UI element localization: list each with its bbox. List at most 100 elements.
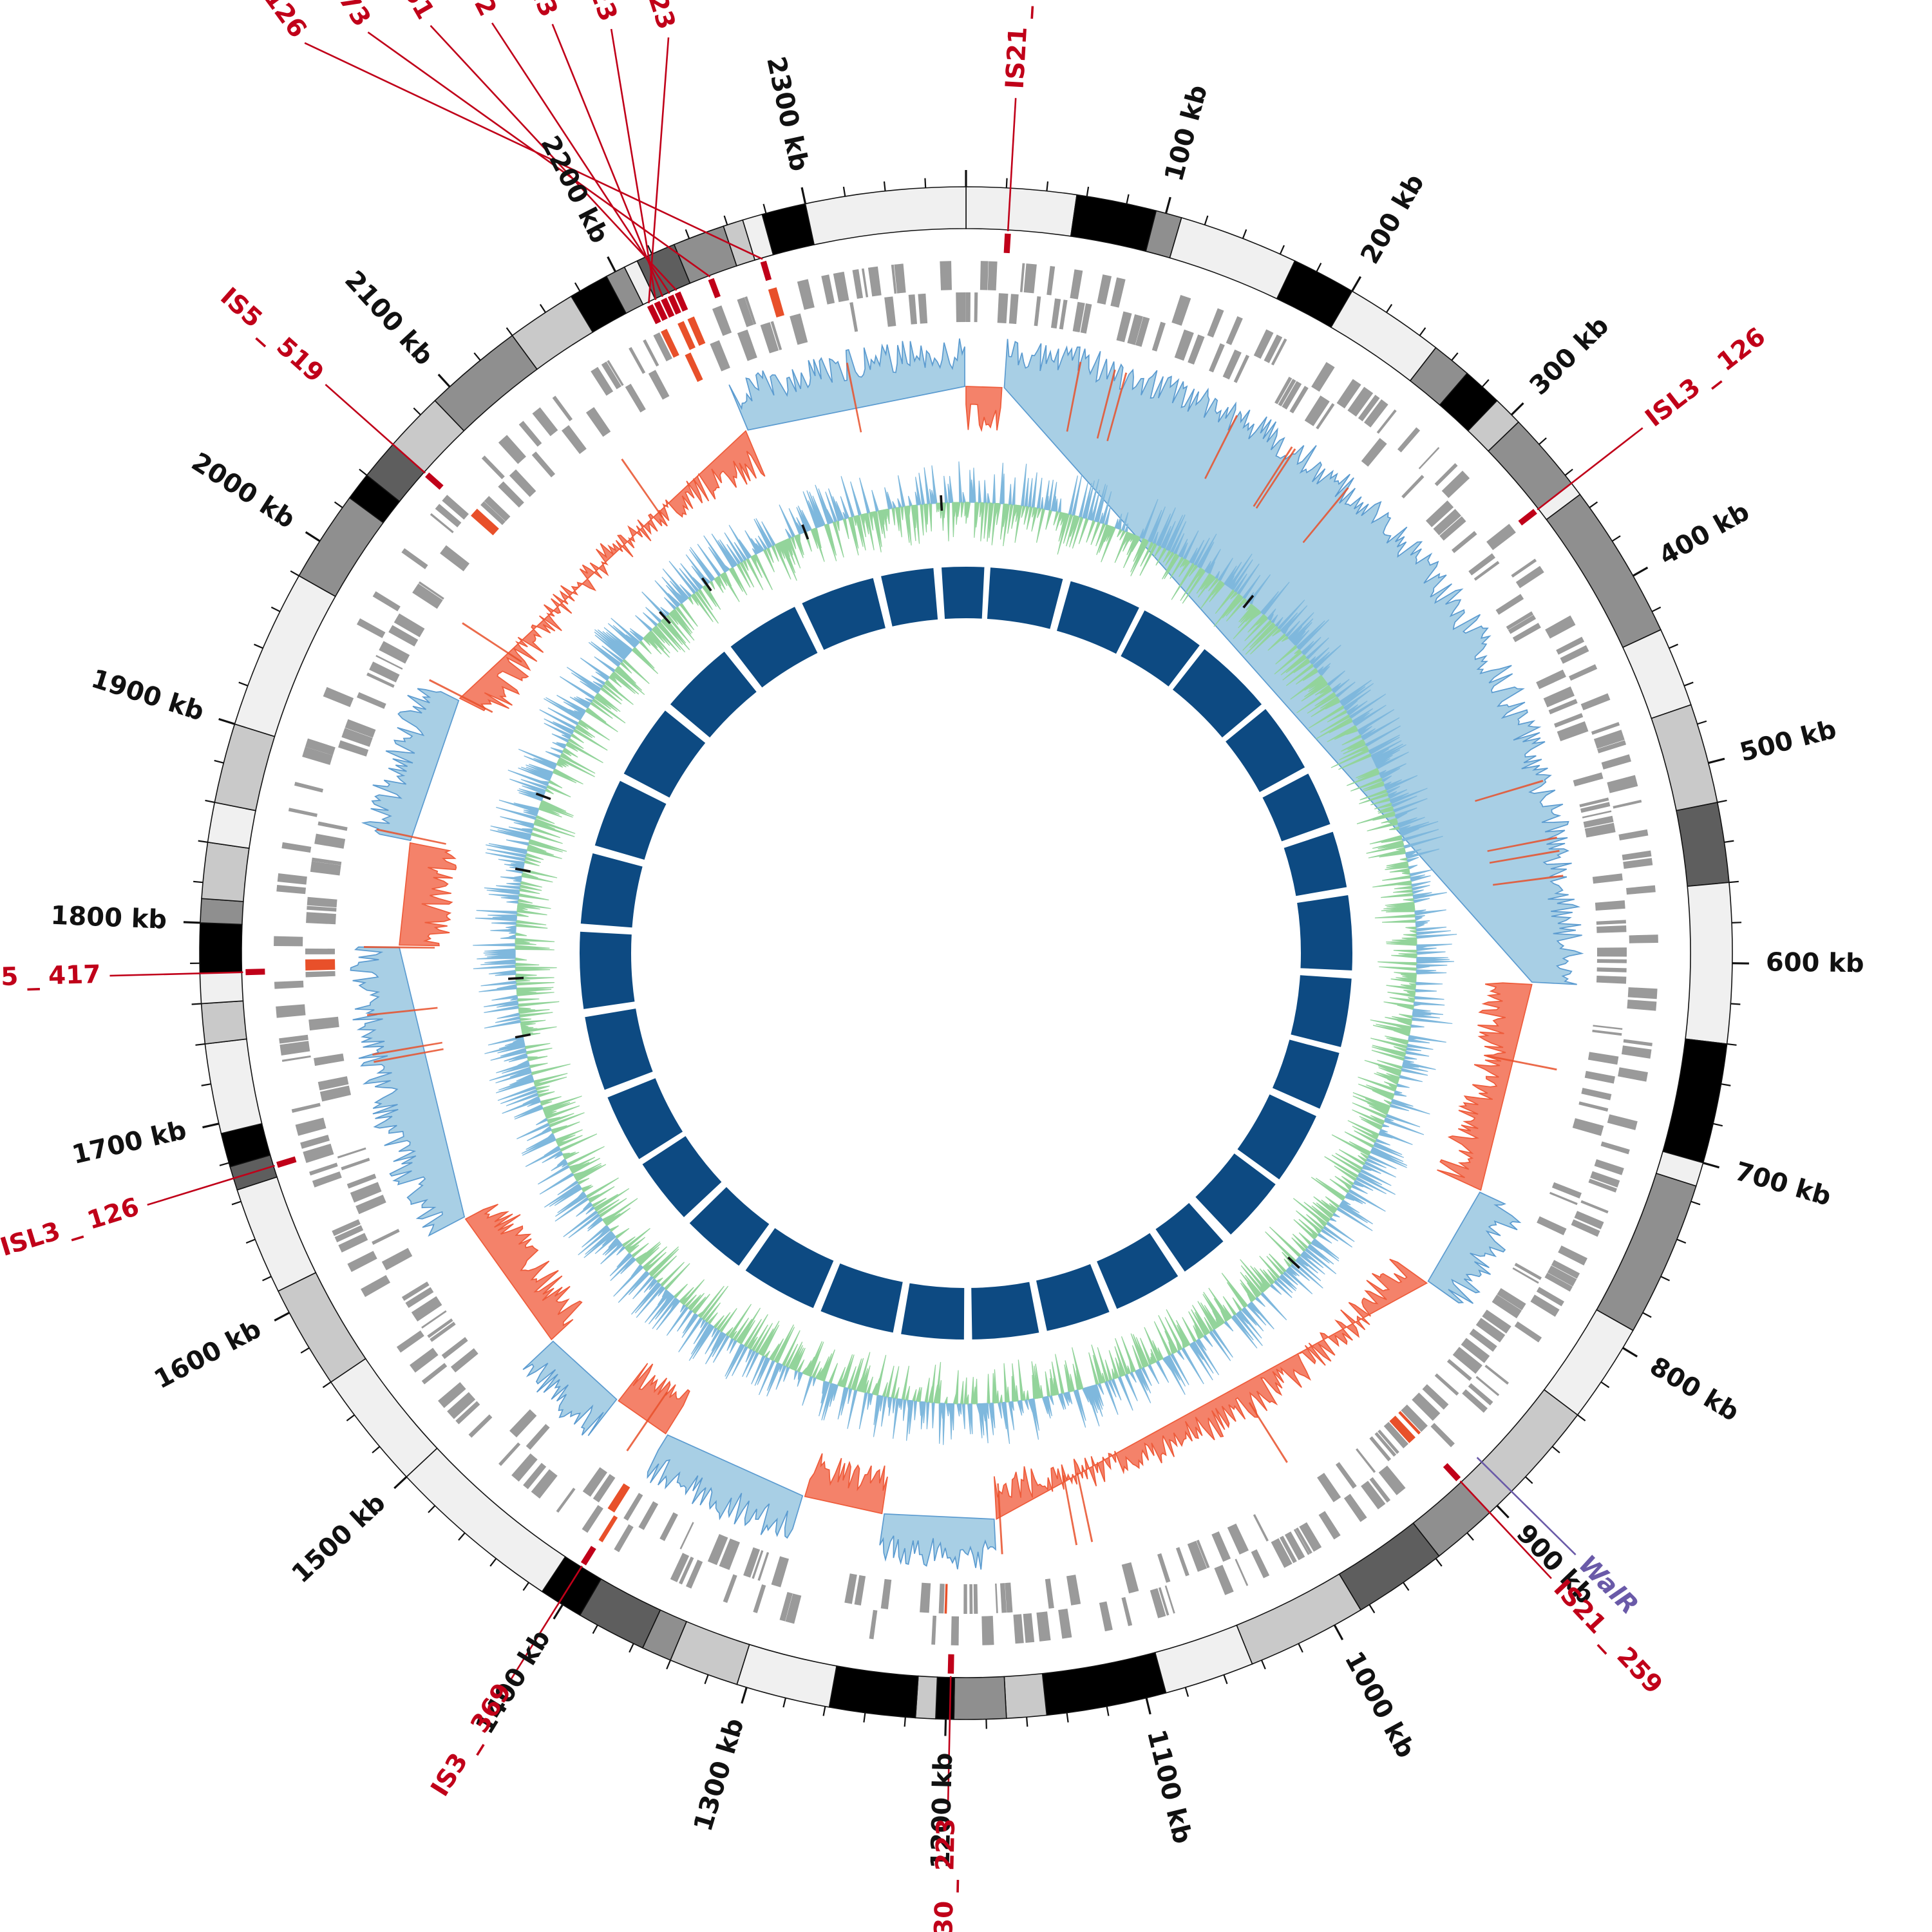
cds-feature (598, 1515, 618, 1542)
gc-content-spike (1307, 693, 1337, 714)
gc-content-spike (721, 572, 740, 602)
cds-feature (757, 1551, 770, 1581)
is-label-leader (109, 971, 243, 977)
gc-content-spike (476, 909, 518, 914)
minor-tick (1717, 799, 1727, 803)
gc-content-spike (1244, 1274, 1262, 1296)
gc-content-spike (616, 1245, 626, 1256)
gc-content-spike (506, 869, 524, 874)
minor-tick (1435, 1558, 1443, 1567)
gc-content-spike (1287, 1266, 1300, 1276)
cds-feature (1389, 1416, 1416, 1443)
cds-feature (1583, 815, 1614, 828)
gc-content-spike (1266, 1256, 1284, 1276)
gc-content-spike (755, 518, 773, 548)
gc-content-spike (703, 576, 712, 584)
gc-content-spike (1150, 1353, 1156, 1364)
gc-content-spike (1249, 625, 1280, 655)
gc-content-spike (1063, 514, 1074, 544)
gc-content-spike (634, 1282, 662, 1314)
gc-content-spike (1359, 746, 1369, 752)
gc-content-spike (610, 1256, 636, 1282)
cds-feature (1358, 394, 1380, 422)
label-leaders (109, 22, 1643, 1810)
major-tick (1333, 1624, 1344, 1640)
gc-content-spike (587, 1216, 603, 1229)
gc-content-spike (1140, 542, 1155, 567)
gc-content-spike (616, 1241, 622, 1249)
gc-content-spike (872, 511, 882, 553)
gc-content-spike (1249, 622, 1276, 649)
gc-content-spike (1075, 1370, 1082, 1390)
cds-feature (1468, 1383, 1493, 1406)
gc-content-spike (853, 515, 857, 526)
gc-content-spike (1211, 1329, 1233, 1358)
gc-content-spike (1378, 1067, 1401, 1077)
cds-feature (1164, 1585, 1175, 1614)
gc-content-spike (1400, 828, 1419, 837)
cds-feature (1622, 850, 1652, 860)
gc-content-spike (545, 697, 583, 720)
gc-content-spike (1293, 1219, 1317, 1240)
is-label-leader (947, 1676, 952, 1810)
gc-content-spike (874, 511, 882, 547)
core-block (802, 578, 886, 650)
gc-content-spike (1399, 857, 1408, 861)
ruler-tick-label: 1800 kb (50, 901, 167, 935)
gc-content-spike (1189, 547, 1198, 564)
gc-content-spike (1314, 645, 1341, 670)
minor-tick (198, 840, 208, 843)
gc-content-spike (1320, 1228, 1339, 1242)
skew-highlight (621, 458, 663, 518)
cds-feature (1418, 447, 1440, 469)
core-block (594, 781, 667, 860)
gc-skew-segment (1427, 1191, 1522, 1304)
gc-content-spike (609, 1225, 619, 1232)
cds-feature (1596, 975, 1627, 984)
cds-feature (379, 641, 410, 664)
gene-label-leader (1476, 1457, 1577, 1556)
gc-content-spike (1382, 875, 1411, 881)
gc-content-spike (855, 1377, 863, 1392)
skew-highlight (462, 622, 522, 663)
cds-feature (1214, 1564, 1234, 1595)
gc-content-spike (919, 1401, 923, 1416)
gc-content-spike (1050, 482, 1057, 512)
gc-content-spike (577, 721, 589, 730)
cds-feature (372, 1229, 400, 1245)
gc-content-spike (1158, 1315, 1179, 1353)
gc-content-spike (1320, 696, 1339, 709)
gc-content-spike (873, 1394, 880, 1425)
gc-content-spike (1397, 1020, 1412, 1027)
gc-content-spike (516, 1122, 550, 1139)
gc-content-spike (1347, 740, 1366, 750)
cds-feature (341, 728, 373, 747)
minor-tick (1600, 1381, 1610, 1388)
cds-feature (1596, 920, 1626, 925)
gc-content-spike (1397, 1005, 1414, 1010)
gc-content-spike (1070, 1374, 1075, 1392)
gc-content-spike (1381, 775, 1392, 783)
gc-content-spike (1378, 1132, 1393, 1139)
gc-content-spike (715, 576, 722, 587)
cds-feature (303, 1143, 334, 1163)
gc-content-spike (782, 539, 790, 557)
gc-skew-segment (522, 1340, 618, 1436)
gc-content-spike (542, 1102, 571, 1113)
minor-tick (322, 1381, 332, 1388)
contig-block (1003, 1672, 1048, 1719)
gc-content-spike (1252, 610, 1262, 620)
gc-content-spike (752, 554, 757, 564)
gc-content-spike (1182, 1341, 1186, 1349)
gc-content-spike (507, 770, 549, 787)
gc-content-spike (1141, 498, 1159, 540)
gc-content-spike (594, 631, 627, 659)
cds-feature (279, 1034, 308, 1044)
gc-content-spike (763, 1350, 771, 1358)
gc-content-spike (1397, 817, 1425, 828)
gc-content-spike (1197, 533, 1217, 568)
minor-tick (1669, 643, 1678, 649)
cds-feature (849, 302, 858, 332)
cds-feature (920, 1582, 931, 1613)
